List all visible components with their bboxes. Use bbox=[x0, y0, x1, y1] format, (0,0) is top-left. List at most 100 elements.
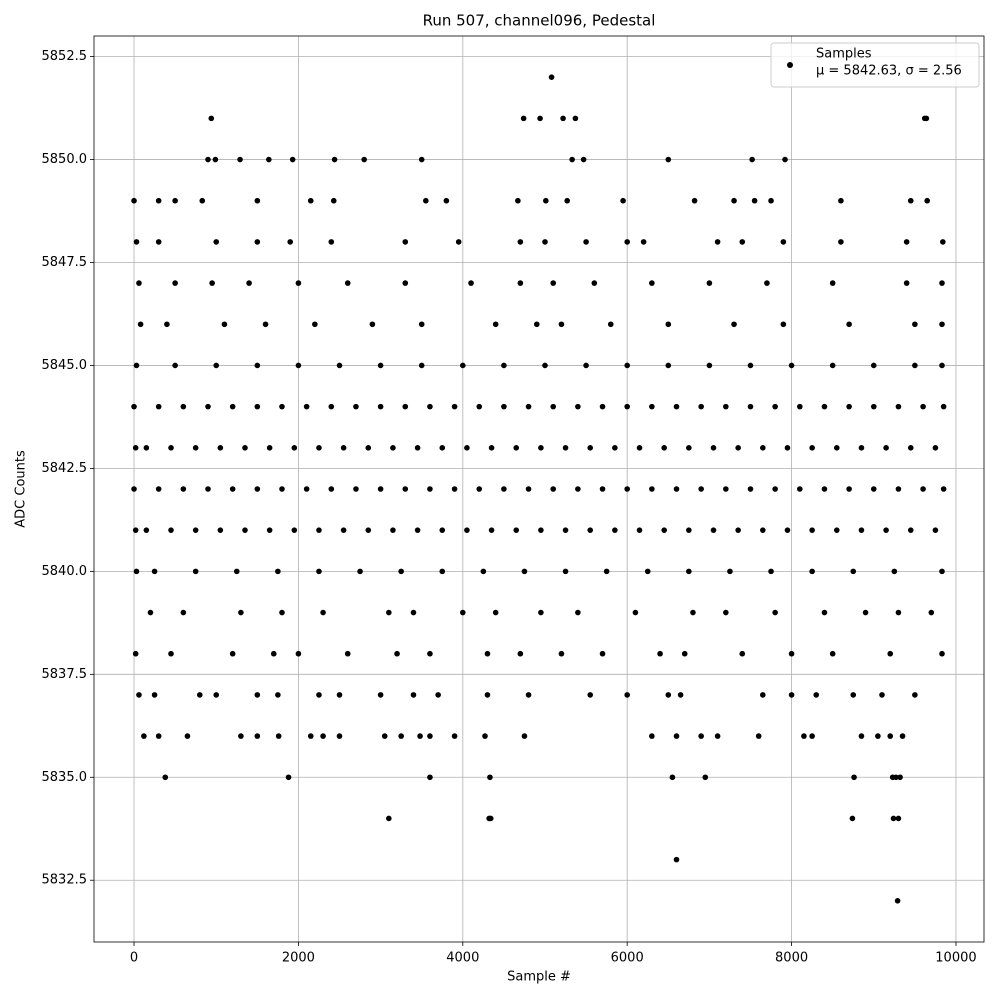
point bbox=[636, 527, 643, 533]
point bbox=[464, 527, 470, 533]
point bbox=[295, 362, 302, 369]
point bbox=[132, 527, 139, 533]
point bbox=[599, 486, 606, 492]
point bbox=[895, 486, 902, 492]
point bbox=[821, 609, 828, 616]
point bbox=[870, 486, 877, 492]
point bbox=[233, 568, 240, 575]
point bbox=[772, 486, 778, 492]
point bbox=[575, 486, 581, 492]
point bbox=[849, 815, 856, 822]
x-axis-label: Sample # bbox=[507, 970, 571, 985]
point bbox=[801, 733, 807, 739]
point bbox=[435, 692, 441, 698]
point bbox=[739, 650, 746, 657]
point bbox=[303, 403, 310, 410]
point bbox=[749, 156, 755, 163]
point bbox=[131, 403, 137, 410]
point bbox=[533, 321, 540, 328]
point bbox=[320, 609, 326, 616]
plot-frame bbox=[93, 35, 985, 943]
point bbox=[591, 280, 598, 286]
point bbox=[661, 527, 667, 533]
point bbox=[275, 568, 281, 575]
point bbox=[229, 403, 236, 410]
point bbox=[542, 239, 548, 245]
point bbox=[254, 403, 261, 410]
point bbox=[583, 362, 589, 369]
point bbox=[838, 197, 844, 204]
point bbox=[764, 280, 770, 286]
point bbox=[768, 197, 774, 204]
point bbox=[928, 609, 935, 616]
point bbox=[907, 197, 914, 204]
point bbox=[665, 321, 672, 328]
point bbox=[870, 403, 877, 410]
point bbox=[939, 650, 945, 657]
point bbox=[340, 445, 347, 451]
point bbox=[537, 115, 543, 122]
point bbox=[487, 815, 494, 822]
point bbox=[772, 609, 778, 616]
point bbox=[427, 403, 433, 410]
point bbox=[133, 362, 140, 369]
point bbox=[710, 527, 717, 533]
point bbox=[336, 692, 343, 698]
point bbox=[168, 527, 174, 533]
point bbox=[894, 898, 901, 904]
point bbox=[340, 527, 347, 533]
point bbox=[897, 774, 903, 781]
point bbox=[394, 650, 400, 657]
point bbox=[772, 403, 778, 410]
point bbox=[690, 609, 696, 616]
point bbox=[307, 197, 314, 204]
point bbox=[686, 445, 692, 451]
point bbox=[410, 692, 417, 698]
point bbox=[155, 239, 162, 245]
point bbox=[673, 486, 680, 492]
point bbox=[890, 815, 897, 822]
point bbox=[706, 280, 713, 286]
point bbox=[316, 568, 322, 575]
point bbox=[939, 321, 945, 328]
point bbox=[427, 650, 433, 657]
point bbox=[893, 774, 899, 781]
point bbox=[883, 445, 889, 451]
point bbox=[266, 156, 272, 163]
point bbox=[151, 568, 158, 575]
point bbox=[133, 239, 140, 245]
point bbox=[307, 733, 314, 739]
point bbox=[797, 403, 803, 410]
point bbox=[330, 197, 337, 204]
point bbox=[569, 156, 575, 163]
point bbox=[587, 445, 594, 451]
point bbox=[221, 321, 228, 328]
y-tick-label: 5850.0 bbox=[42, 152, 88, 167]
point bbox=[418, 321, 425, 328]
point bbox=[285, 774, 292, 781]
point bbox=[517, 650, 524, 657]
point bbox=[501, 486, 507, 492]
point bbox=[468, 280, 474, 286]
point bbox=[517, 280, 524, 286]
point bbox=[939, 362, 945, 369]
point bbox=[644, 568, 651, 575]
point bbox=[624, 239, 630, 245]
y-tick-label: 5845.0 bbox=[42, 358, 88, 373]
point bbox=[677, 692, 684, 698]
point bbox=[439, 445, 446, 451]
point bbox=[517, 239, 524, 245]
point bbox=[136, 692, 142, 698]
point bbox=[940, 403, 947, 410]
point bbox=[402, 403, 409, 410]
point bbox=[924, 197, 931, 204]
point bbox=[480, 568, 487, 575]
point bbox=[665, 692, 672, 698]
point bbox=[665, 156, 672, 163]
point bbox=[939, 568, 945, 575]
points bbox=[131, 74, 947, 904]
legend: Samples μ = 5842.63, σ = 2.56 bbox=[770, 42, 980, 88]
point bbox=[538, 609, 544, 616]
point bbox=[381, 733, 388, 739]
point bbox=[451, 486, 458, 492]
